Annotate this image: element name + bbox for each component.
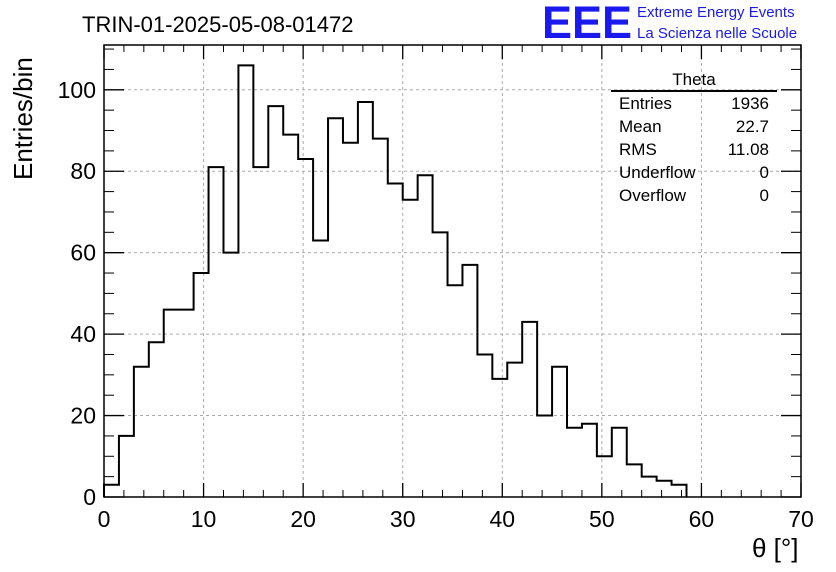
histogram-bin (149, 342, 164, 497)
x-tick-label: 40 (489, 506, 515, 532)
histogram-bin (134, 367, 149, 497)
stats-label: Mean (619, 117, 662, 136)
histogram-bin (358, 102, 373, 497)
eee-logo: EEE (542, 0, 633, 48)
histogram-bin (238, 65, 253, 497)
histogram-bin (462, 265, 477, 497)
x-tick-label: 70 (788, 506, 814, 532)
histogram-bin (612, 428, 627, 497)
stats-box: Theta Entries 1936 Mean 22.7 RMS 11.08 U… (611, 70, 777, 207)
histogram-title: TRIN-01-2025-05-08-01472 (82, 12, 354, 37)
histogram-bin (223, 253, 238, 497)
plot-frame (103, 44, 802, 498)
histogram-bin (522, 322, 537, 497)
histogram-bin (418, 175, 433, 497)
x-tick-label: 20 (290, 506, 316, 532)
stats-label: Underflow (619, 163, 696, 182)
stats-row-overflow: Overflow 0 (611, 184, 777, 207)
histogram-bin (194, 273, 209, 497)
stats-label: Entries (619, 94, 672, 113)
stats-value: 11.08 (727, 140, 769, 159)
x-tick-label: 60 (689, 506, 715, 532)
stats-name: Theta (611, 70, 777, 92)
histogram-bin (657, 481, 672, 497)
histogram-bin (552, 367, 567, 497)
x-axis-label: θ [°] (752, 533, 799, 563)
stats-row-entries: Entries 1936 (611, 92, 777, 115)
histogram-bin (672, 485, 687, 497)
y-tick-label: 100 (58, 77, 96, 103)
x-tick-label: 50 (589, 506, 615, 532)
stats-value: 0 (759, 186, 769, 205)
histogram-bin (492, 379, 507, 497)
histogram-bin (597, 456, 612, 497)
axis-ticks (103, 45, 802, 498)
histogram-bin (627, 464, 642, 497)
histogram-bins (104, 65, 686, 497)
histogram-bin (373, 139, 388, 497)
logo-subtitle-1: Extreme Energy Events (637, 4, 795, 21)
histogram-bin (448, 285, 463, 497)
grid-lines (104, 45, 801, 497)
stats-row-rms: RMS 11.08 (611, 138, 777, 161)
histogram-bin (283, 135, 298, 497)
y-tick-label: 80 (70, 158, 96, 184)
y-tick-label: 40 (70, 321, 96, 347)
stats-value: 0 (759, 163, 769, 182)
histogram-step-line (103, 64, 688, 497)
histogram-bin (567, 428, 582, 497)
histogram-bin (104, 485, 119, 497)
logo-subtitle-2: La Scienza nelle Scuole (637, 25, 798, 42)
histogram-bin (403, 200, 418, 497)
histogram-bin (582, 424, 597, 497)
histogram-bin (388, 183, 403, 497)
histogram-bin (253, 167, 268, 497)
histogram-bin (298, 159, 313, 497)
stats-label: Overflow (619, 186, 687, 205)
stats-row-underflow: Underflow 0 (611, 161, 777, 184)
y-tick-label: 60 (70, 240, 96, 266)
stats-value: 1936 (731, 94, 769, 113)
stats-row-mean: Mean 22.7 (611, 115, 777, 138)
stats-label: RMS (619, 140, 657, 159)
histogram-bin (179, 310, 194, 497)
stats-value: 22.7 (735, 117, 769, 136)
histogram-bin (642, 477, 657, 497)
x-tick-label: 30 (390, 506, 416, 532)
y-axis-label: Entries/bin (8, 57, 38, 180)
y-tick-label: 0 (83, 484, 96, 510)
x-tick-label: 10 (191, 506, 217, 532)
histogram-bin (537, 416, 552, 497)
histogram-bin (164, 310, 179, 497)
histogram-bin (328, 118, 343, 497)
histogram-bin (313, 240, 328, 497)
axis-tick-labels: 0 10 20 30 40 50 60 70 0 20 40 60 80 100 (58, 77, 814, 532)
histogram-bin (507, 363, 522, 497)
histogram-bin (343, 143, 358, 497)
histogram-bin (477, 354, 492, 497)
histogram-bin (209, 167, 224, 497)
x-tick-label: 0 (98, 506, 111, 532)
histogram-bin (268, 106, 283, 497)
histogram-bin (119, 436, 134, 497)
histogram-bin (433, 232, 448, 497)
y-tick-label: 20 (70, 403, 96, 429)
